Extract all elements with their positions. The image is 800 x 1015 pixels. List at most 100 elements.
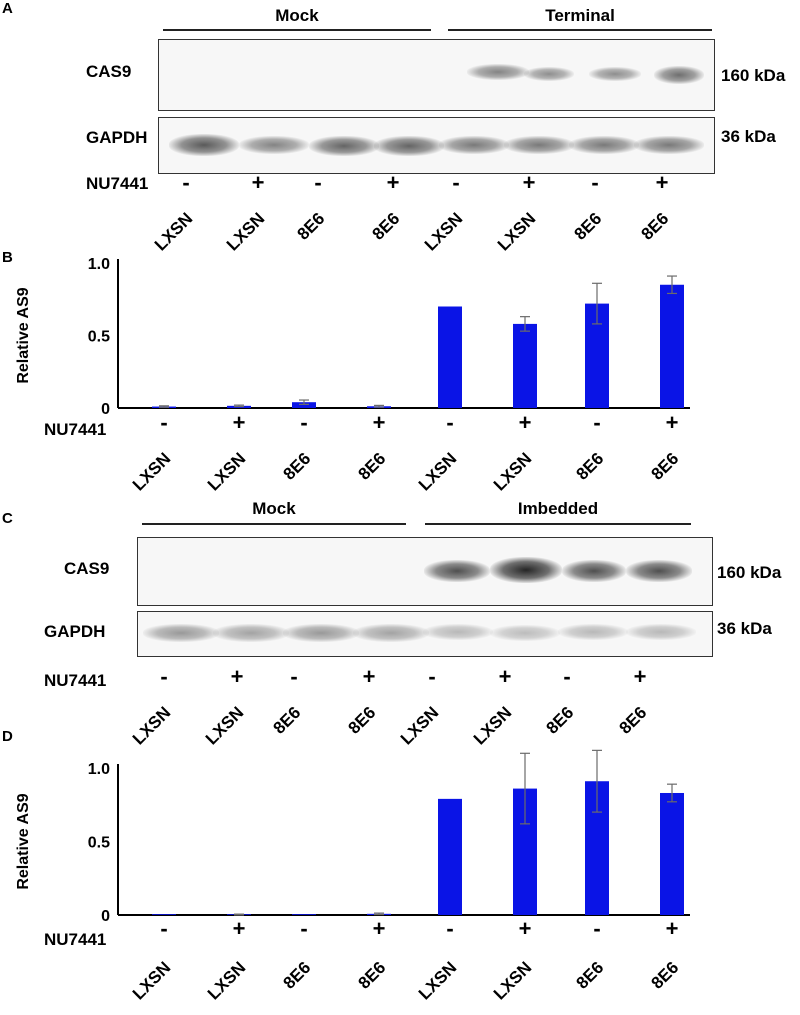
panel-c-group-mock-line — [142, 523, 406, 525]
lane-label: LXSN — [414, 957, 461, 1004]
bar — [660, 284, 684, 408]
lane-label: LXSN — [203, 448, 250, 495]
panel-a-cas9-kda: 160 kDa — [721, 66, 786, 85]
lane-label: LXSN — [128, 448, 175, 495]
panel-c-group-mock-label: Mock — [252, 499, 296, 518]
band — [374, 136, 444, 156]
panel-c-group-imbedded-label: Imbedded — [517, 499, 599, 518]
panel-a-cas9-blot — [158, 39, 715, 111]
lane-label: 8E6 — [572, 957, 608, 993]
nu7441-sign: - — [563, 664, 571, 689]
bar — [438, 798, 462, 915]
panel-a-group-terminal-label: Terminal — [545, 6, 615, 25]
lane-label: 8E6 — [354, 448, 390, 484]
nu7441-sign: + — [633, 664, 647, 689]
band — [654, 66, 704, 84]
nu7441-sign: - — [591, 170, 599, 195]
band — [353, 624, 429, 642]
panel-a-gapdh-blot — [158, 117, 715, 174]
nu7441-sign: - — [314, 170, 322, 195]
lane-label: 8E6 — [647, 448, 683, 484]
nu7441-sign: + — [232, 916, 246, 941]
nu7441-sign: + — [665, 916, 679, 941]
bar — [292, 402, 316, 408]
y-tick-label: 0.5 — [88, 835, 110, 852]
panel-c-cas9-label: CAS9 — [64, 559, 110, 578]
band — [239, 136, 309, 154]
band — [283, 624, 359, 642]
panel-c-gapdh-label: GAPDH — [44, 622, 106, 641]
band — [467, 64, 529, 80]
band — [423, 624, 493, 640]
band — [626, 560, 692, 582]
band — [504, 136, 574, 154]
nu7441-sign: + — [655, 170, 669, 195]
panel-a-nu7441-label: NU7441 — [86, 174, 149, 193]
panel-c-gapdh-blot — [137, 611, 713, 657]
lane-label: 8E6 — [647, 957, 683, 993]
nu7441-sign: + — [372, 916, 386, 941]
y-axis-label: Relative AS9 — [15, 793, 32, 889]
band — [569, 136, 639, 154]
y-tick-label: 1.0 — [88, 256, 110, 273]
panel-a-group-terminal-line — [448, 29, 712, 31]
nu7441-sign: + — [251, 170, 265, 195]
lane-label: 8E6 — [279, 957, 315, 993]
panel-c-cas9-blot — [137, 537, 713, 606]
y-axis-label: Relative AS9 — [15, 287, 32, 383]
band — [143, 624, 219, 642]
nu7441-sign: - — [593, 916, 601, 941]
nu7441-sign: + — [230, 664, 244, 689]
nu7441-sign: - — [290, 664, 298, 689]
lane-label: LXSN — [414, 448, 461, 495]
panel-a-cas9-label: CAS9 — [86, 62, 132, 81]
panel-b-nu7441-label: NU7441 — [44, 420, 107, 439]
panel-c-nu7441-label: NU7441 — [44, 671, 107, 690]
band — [439, 136, 509, 154]
band — [626, 624, 696, 640]
panel-c-cas9-kda: 160 kDa — [717, 563, 782, 582]
bar — [152, 914, 176, 915]
band — [558, 624, 628, 640]
nu7441-sign: - — [300, 916, 308, 941]
panel-d-bar-chart: 0 0.5 1.0 Relative AS9 — [15, 749, 690, 925]
panel-d-nu7441-label: NU7441 — [44, 930, 107, 949]
nu7441-sign: + — [232, 410, 246, 435]
band — [490, 625, 560, 641]
y-tick-label: 1.0 — [88, 761, 110, 778]
lane-label: 8E6 — [354, 957, 390, 993]
nu7441-sign: - — [593, 410, 601, 435]
panel-a-group-mock-line — [163, 29, 431, 31]
nu7441-sign: - — [446, 410, 454, 435]
bar — [438, 306, 462, 408]
nu7441-sign: + — [362, 664, 376, 689]
nu7441-sign: - — [446, 916, 454, 941]
lane-label: 8E6 — [279, 448, 315, 484]
panel-b-letter: B — [2, 249, 13, 266]
y-tick-label: 0.5 — [88, 329, 110, 346]
lane-label: LXSN — [489, 957, 536, 1004]
lane-label: LXSN — [203, 957, 250, 1004]
nu7441-sign: - — [160, 916, 168, 941]
panel-b-bar-chart: 0 0.5 1.0 Relative AS9 — [15, 256, 690, 415]
y-tick-label: 0 — [101, 908, 110, 925]
band — [634, 136, 704, 154]
band — [524, 67, 574, 81]
nu7441-sign: - — [160, 410, 168, 435]
nu7441-sign: + — [498, 664, 512, 689]
panel-a-gapdh-label: GAPDH — [86, 128, 148, 147]
y-tick-label: 0 — [101, 401, 110, 415]
nu7441-sign: - — [160, 664, 168, 689]
nu7441-sign: - — [452, 170, 460, 195]
panel-c-letter: C — [2, 510, 13, 527]
band — [562, 560, 626, 582]
nu7441-sign: + — [518, 410, 532, 435]
panel-c-group-imbedded-line — [425, 523, 691, 525]
panel-a-letter: A — [2, 0, 13, 17]
lane-label: LXSN — [489, 448, 536, 495]
panel-c-gapdh-kda: 36 kDa — [717, 619, 772, 638]
nu7441-sign: + — [386, 170, 400, 195]
lane-label: 8E6 — [572, 448, 608, 484]
nu7441-sign: - — [428, 664, 436, 689]
lane-label: LXSN — [128, 957, 175, 1004]
